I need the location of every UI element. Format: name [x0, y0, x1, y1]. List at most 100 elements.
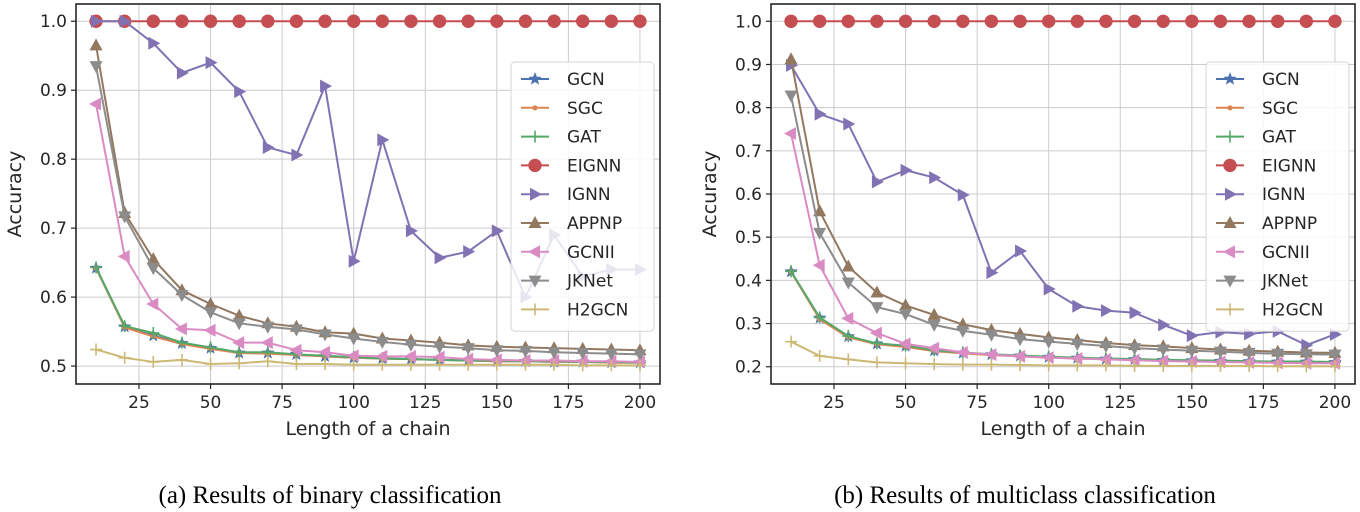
x-tick-label: 175 [552, 393, 584, 413]
legend-label: SGC [1262, 99, 1298, 119]
legend-label: H2GCN [1262, 300, 1323, 320]
marker-eignn-150 [490, 14, 504, 28]
marker-gat-10 [90, 261, 103, 274]
marker-h2gcn-30 [842, 353, 855, 366]
marker-eignn-90 [1013, 14, 1027, 28]
marker-ignn-90 [1015, 244, 1028, 258]
legend-label: SGC [567, 99, 603, 119]
legend-marker-ignn [1225, 187, 1237, 201]
marker-h2gcn-100 [347, 358, 360, 371]
marker-appnp-30 [841, 259, 855, 272]
marker-gcnii-10 [784, 127, 797, 141]
marker-jknet-120 [1099, 341, 1113, 353]
marker-eignn-180 [576, 14, 590, 28]
legend-marker-eignn [528, 158, 542, 173]
marker-gcnii-30 [146, 297, 159, 311]
marker-h2gcn-90 [319, 358, 332, 370]
legend-label: GAT [1262, 128, 1296, 148]
axes-frame [75, 3, 661, 385]
y-tick-label: 0.7 [735, 142, 762, 162]
marker-gcnii-130 [432, 350, 445, 364]
marker-gat-40 [870, 337, 883, 350]
marker-jknet-70 [261, 321, 275, 334]
marker-gat-40 [175, 336, 188, 349]
marker-eignn-30 [146, 14, 160, 28]
marker-eignn-60 [232, 14, 246, 28]
series-eignn [784, 14, 1342, 28]
legend-multiclass: GCN SGC GAT EIGNN IGNN APPNP GCNII JKNet H2GCN [1205, 61, 1350, 332]
marker-h2gcn-130 [1128, 359, 1141, 372]
marker-gat-10 [785, 265, 798, 278]
line-jknet [790, 95, 1335, 356]
marker-eignn-190 [604, 14, 619, 28]
marker-gat-30 [842, 330, 855, 343]
marker-ignn-40 [871, 175, 884, 189]
marker-ignn-50 [205, 56, 218, 70]
marker-gcnii-40 [869, 326, 882, 340]
marker-eignn-140 [1156, 14, 1170, 28]
legend-label: IGNN [1262, 185, 1306, 205]
marker-jknet-180 [576, 347, 590, 360]
marker-ignn-70 [957, 188, 970, 202]
marker-gcnii-80 [984, 348, 997, 362]
marker-jknet-100 [1042, 336, 1056, 349]
marker-ignn-120 [405, 224, 418, 238]
marker-eignn-170 [547, 14, 561, 28]
marker-eignn-90 [318, 14, 332, 28]
marker-appnp-40 [870, 285, 884, 298]
marker-h2gcn-40 [175, 353, 188, 366]
marker-h2gcn-130 [433, 358, 446, 371]
legend-marker-h2gcn [1224, 303, 1236, 316]
marker-h2gcn-100 [1042, 359, 1055, 372]
marker-gcnii-60 [232, 336, 245, 350]
marker-eignn-50 [898, 14, 913, 28]
marker-eignn-120 [404, 14, 418, 28]
marker-eignn-60 [927, 14, 941, 28]
marker-eignn-70 [261, 14, 275, 28]
marker-h2gcn-70 [261, 355, 274, 368]
marker-jknet-170 [547, 347, 561, 360]
marker-jknet-100 [347, 333, 361, 346]
marker-gcnii-30 [841, 311, 854, 325]
marker-jknet-10 [784, 90, 798, 103]
x-tick-label: 100 [1032, 393, 1064, 413]
marker-gat-20 [813, 311, 826, 324]
marker-jknet-170 [1242, 347, 1256, 360]
y-axis-label: Accuracy [4, 151, 26, 238]
legend-entry-sgc: SGC [521, 99, 603, 119]
marker-h2gcn-140 [1157, 359, 1170, 372]
marker-ignn-80 [986, 266, 999, 280]
legend-marker-gcn [1223, 72, 1237, 85]
legend-box [510, 61, 655, 332]
marker-ignn-70 [262, 140, 275, 154]
marker-h2gcn-180 [576, 359, 589, 372]
legend-box [1205, 61, 1350, 332]
marker-jknet-90 [318, 329, 332, 342]
marker-jknet-10 [89, 61, 103, 74]
marker-eignn-10 [784, 14, 798, 28]
marker-eignn-160 [1213, 14, 1228, 28]
legend-label: GCN [567, 70, 605, 90]
caption-multiclass: (b) Results of multiclass classification [834, 482, 1216, 509]
marker-h2gcn-120 [404, 358, 417, 371]
marker-jknet-140 [1156, 344, 1170, 357]
marker-eignn-130 [1127, 14, 1142, 28]
series-gcnii [89, 97, 645, 369]
marker-h2gcn-70 [956, 358, 969, 371]
marker-gcnii-20 [812, 258, 825, 272]
y-tick-label: 0.4 [735, 271, 762, 291]
marker-gcnii-10 [89, 97, 102, 111]
marker-ignn-30 [843, 117, 856, 131]
marker-h2gcn-10 [785, 335, 798, 348]
y-tick-label: 1.0 [735, 12, 762, 32]
legend-marker-gat [529, 130, 541, 143]
marker-h2gcn-150 [490, 358, 503, 371]
x-tick-label: 125 [409, 393, 441, 413]
y-tick-label: 0.8 [40, 150, 67, 170]
x-tick-label: 50 [895, 393, 917, 413]
marker-ignn-150 [491, 224, 504, 238]
legend-label: EIGNN [567, 156, 621, 176]
series-jknet [89, 61, 647, 362]
marker-eignn-160 [518, 14, 533, 28]
